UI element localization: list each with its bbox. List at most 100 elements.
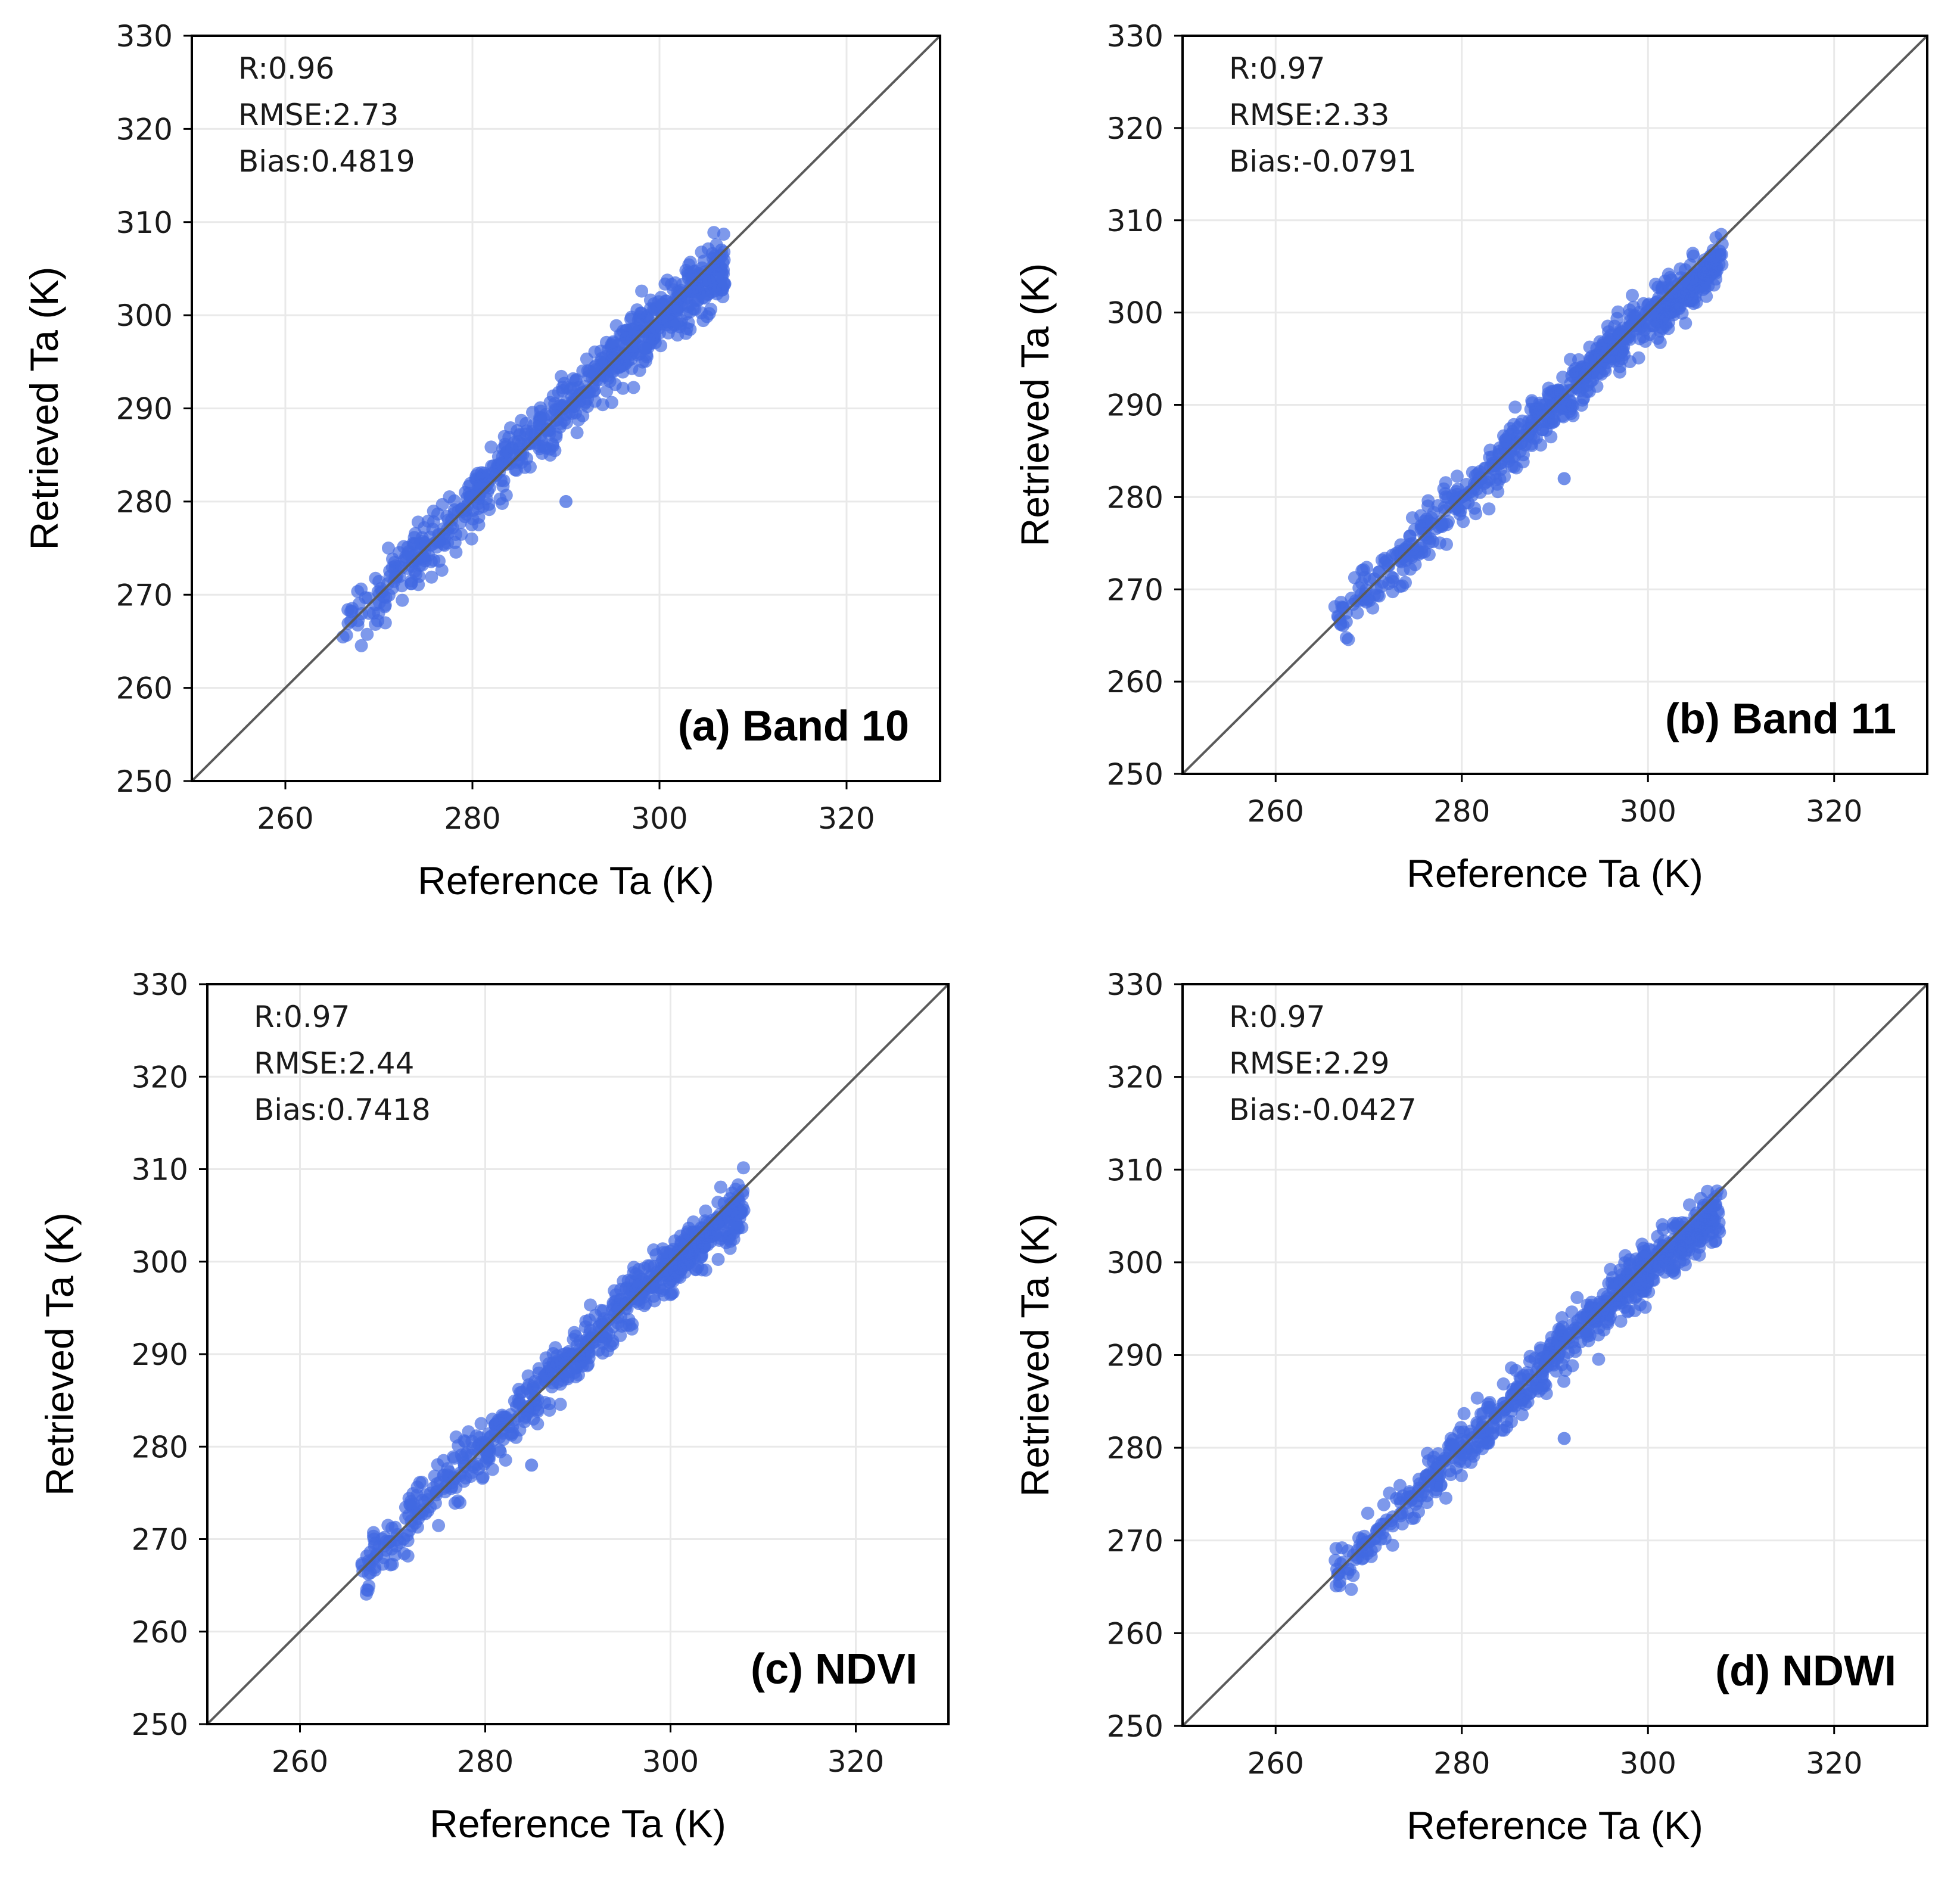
data-point bbox=[632, 1262, 646, 1276]
data-point bbox=[1564, 353, 1577, 366]
data-point bbox=[1713, 249, 1726, 263]
y-tick-label: 260 bbox=[1107, 665, 1163, 699]
y-tick-label: 290 bbox=[132, 1337, 188, 1372]
data-point bbox=[596, 1337, 610, 1351]
data-point bbox=[1450, 469, 1464, 483]
data-point bbox=[584, 1298, 597, 1312]
data-point bbox=[1377, 1498, 1390, 1511]
data-point bbox=[478, 466, 491, 480]
data-point bbox=[672, 1242, 686, 1256]
y-axis-label: Retrieved Ta (K) bbox=[38, 1212, 82, 1496]
x-axis-label: Reference Ta (K) bbox=[1407, 1803, 1703, 1847]
data-point bbox=[1708, 265, 1722, 278]
data-point bbox=[1651, 331, 1665, 345]
panel-title: (b) Band 11 bbox=[1665, 695, 1896, 743]
data-point bbox=[513, 1423, 527, 1437]
y-axis-label: Retrieved Ta (K) bbox=[22, 267, 66, 550]
data-point bbox=[1626, 288, 1639, 302]
data-point bbox=[428, 1497, 442, 1510]
data-point bbox=[1498, 469, 1511, 483]
data-point bbox=[1355, 564, 1369, 577]
data-point bbox=[1386, 585, 1399, 599]
data-point bbox=[1522, 1373, 1535, 1387]
data-point bbox=[1670, 1217, 1684, 1230]
data-point bbox=[580, 352, 593, 366]
data-point bbox=[418, 521, 431, 534]
y-tick-label: 330 bbox=[1107, 19, 1163, 54]
data-point bbox=[446, 1476, 459, 1489]
x-axis-label: Reference Ta (K) bbox=[430, 1802, 726, 1846]
panel-title: (a) Band 10 bbox=[678, 702, 909, 750]
stat-annotation: R:0.97 bbox=[1229, 51, 1325, 86]
y-tick-label: 290 bbox=[1107, 388, 1163, 423]
data-point bbox=[468, 490, 481, 504]
data-point bbox=[1604, 1302, 1617, 1316]
data-point bbox=[474, 478, 488, 492]
data-point bbox=[1423, 536, 1436, 549]
data-point bbox=[1681, 1231, 1694, 1245]
y-tick-label: 310 bbox=[1107, 1153, 1163, 1187]
data-point bbox=[697, 1240, 710, 1254]
data-point bbox=[515, 413, 528, 427]
data-point bbox=[627, 381, 640, 394]
data-point bbox=[1618, 1301, 1632, 1314]
y-tick-label: 330 bbox=[116, 19, 173, 54]
data-point bbox=[484, 440, 498, 454]
y-tick-label: 260 bbox=[116, 671, 173, 706]
data-point bbox=[459, 1448, 472, 1461]
data-point bbox=[688, 302, 702, 316]
data-point bbox=[543, 1404, 556, 1417]
y-tick-label: 260 bbox=[1107, 1616, 1163, 1651]
data-point bbox=[496, 1433, 510, 1446]
data-point bbox=[1339, 631, 1353, 645]
outlier-point bbox=[559, 494, 573, 508]
data-point bbox=[502, 431, 516, 444]
data-point bbox=[1579, 1324, 1593, 1338]
data-point bbox=[448, 1497, 462, 1510]
x-tick-label: 320 bbox=[1806, 1746, 1862, 1781]
data-point bbox=[489, 1418, 502, 1432]
y-tick-label: 300 bbox=[1107, 1246, 1163, 1280]
one-to-one-line bbox=[206, 983, 950, 1725]
stat-annotation: Bias:-0.0427 bbox=[1229, 1093, 1417, 1127]
data-point bbox=[1684, 293, 1698, 306]
data-point bbox=[496, 497, 509, 510]
data-point bbox=[643, 293, 657, 307]
data-point bbox=[1502, 430, 1516, 443]
data-point bbox=[1329, 1542, 1343, 1556]
data-point bbox=[462, 1425, 475, 1439]
data-point bbox=[512, 1409, 526, 1423]
data-point bbox=[1376, 1526, 1389, 1540]
data-point bbox=[1403, 537, 1417, 551]
data-point bbox=[631, 313, 645, 326]
data-point bbox=[396, 593, 409, 607]
data-point bbox=[1439, 490, 1452, 504]
data-point bbox=[487, 1433, 500, 1447]
scatter-panel-d: 260 280 300 320 250 260 270 280 290 300 310 320 330 R… bbox=[1013, 968, 1928, 1847]
data-point bbox=[661, 315, 674, 328]
data-point bbox=[528, 1374, 542, 1388]
data-point bbox=[581, 386, 595, 400]
y-tick-label: 300 bbox=[116, 298, 173, 333]
data-point bbox=[1473, 486, 1487, 499]
data-point bbox=[643, 315, 657, 328]
x-axis-label: Reference Ta (K) bbox=[418, 858, 714, 903]
data-point bbox=[448, 536, 462, 549]
data-point bbox=[639, 1296, 652, 1310]
x-tick-label: 280 bbox=[444, 801, 500, 836]
y-tick-label: 320 bbox=[132, 1060, 188, 1094]
data-point bbox=[432, 1519, 446, 1532]
data-point bbox=[1513, 1390, 1526, 1404]
y-tick-label: 330 bbox=[1107, 968, 1163, 1002]
y-tick-label: 250 bbox=[1107, 757, 1163, 792]
y-tick-label: 270 bbox=[1107, 573, 1163, 607]
data-point bbox=[1624, 1291, 1638, 1305]
x-tick-label: 320 bbox=[827, 1744, 884, 1779]
scatter-panel-a: 260 280 300 320 250 260 270 280 290 300 310 320 330 R… bbox=[22, 19, 941, 903]
data-point bbox=[700, 310, 714, 323]
data-point bbox=[1339, 615, 1353, 629]
x-tick-label: 280 bbox=[1433, 1746, 1490, 1781]
x-tick-label: 300 bbox=[1620, 1746, 1676, 1781]
y-tick-label: 250 bbox=[1107, 1709, 1163, 1744]
data-point bbox=[1535, 423, 1549, 437]
